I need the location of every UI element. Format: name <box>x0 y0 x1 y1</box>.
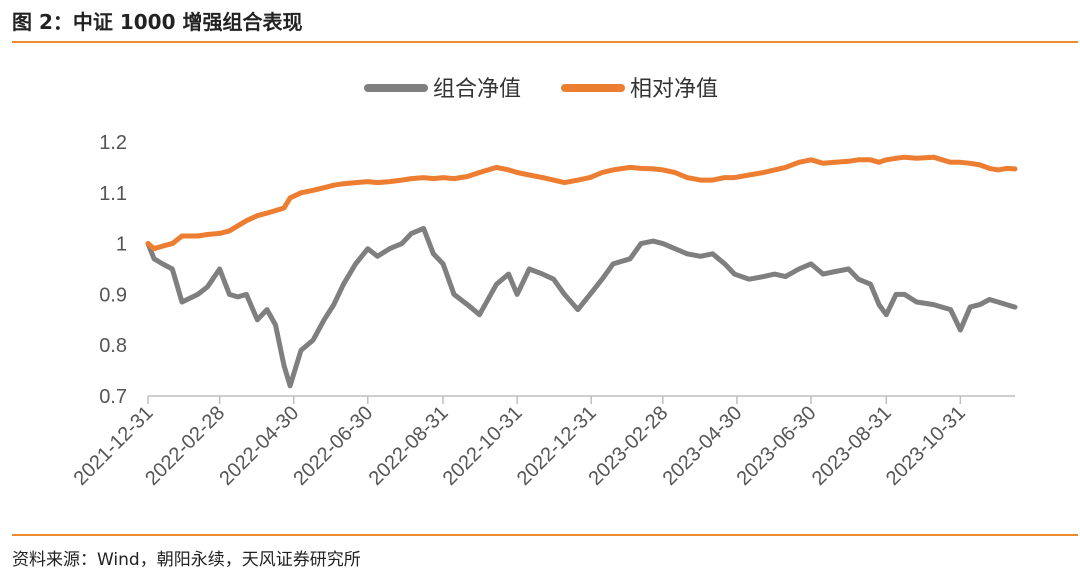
title-divider <box>12 41 1078 43</box>
x-tick-label: 2022-08-31 <box>365 402 453 490</box>
source-note: 资料来源：Wind，朝阳永续，天风证券研究所 <box>12 550 361 570</box>
series-line-relative <box>145 154 1018 252</box>
y-tick-label: 1.2 <box>99 132 127 154</box>
figure-title: 图 2：中证 1000 增强组合表现 <box>12 10 303 34</box>
y-tick-label: 0.7 <box>99 386 127 408</box>
x-tick-label: 2022-06-30 <box>289 402 377 490</box>
x-tick-label: 2023-10-31 <box>882 402 970 490</box>
x-tick-label: 2022-04-30 <box>215 402 303 490</box>
y-tick-label: 1.1 <box>99 183 127 205</box>
series-line-portfolio <box>145 225 1018 389</box>
x-tick-label: 2023-04-30 <box>659 402 747 490</box>
y-tick-label: 0.9 <box>99 284 127 306</box>
x-tick-label: 2022-10-31 <box>439 402 527 490</box>
x-tick-label: 2023-06-30 <box>733 402 821 490</box>
y-tick-label: 0.8 <box>99 335 127 357</box>
x-tick-label: 2023-08-31 <box>808 402 896 490</box>
legend-label-relative: 相对净值 <box>630 77 718 102</box>
footer-divider <box>12 534 1078 536</box>
line-chart: 组合净值 相对净值 0.70.80.911.11.22021-12-312022… <box>70 77 1018 490</box>
chart-legend: 组合净值 相对净值 <box>364 77 718 102</box>
y-tick-label: 1 <box>116 234 127 256</box>
legend-label-portfolio: 组合净值 <box>433 77 521 102</box>
